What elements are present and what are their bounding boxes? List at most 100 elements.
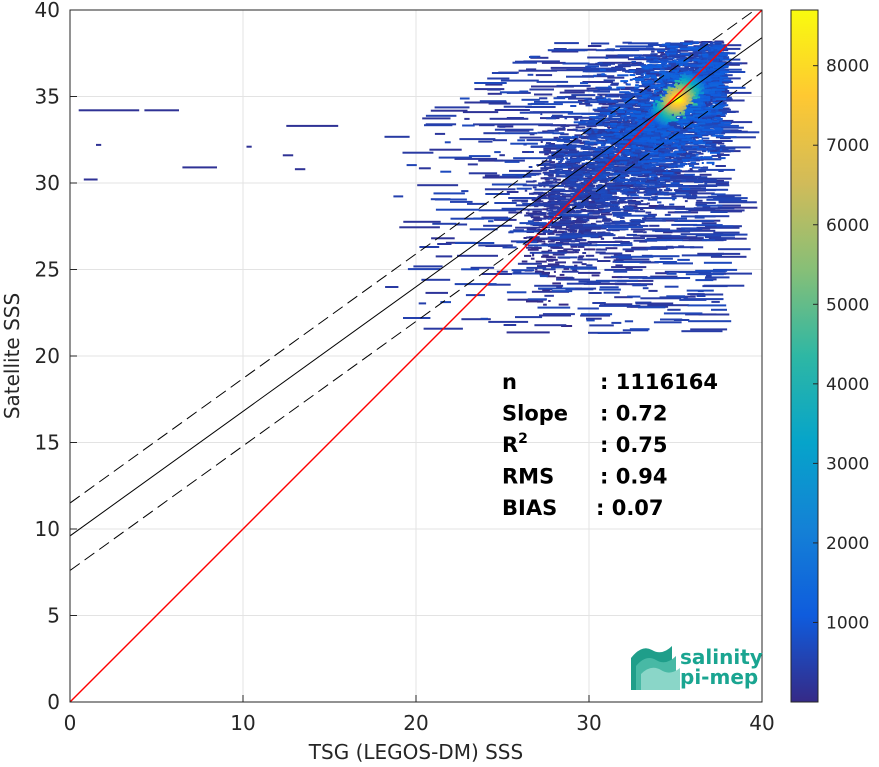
density-cell xyxy=(611,49,640,52)
density-cell xyxy=(630,194,639,197)
density-cell xyxy=(619,113,627,116)
density-cell xyxy=(696,226,740,229)
density-cell xyxy=(670,173,677,176)
density-cell xyxy=(669,142,672,145)
density-cell xyxy=(480,317,488,320)
density-cell xyxy=(709,100,716,103)
density-cell xyxy=(575,239,587,241)
density-cell xyxy=(584,215,593,218)
density-cell xyxy=(603,224,637,227)
density-cell xyxy=(548,300,551,302)
density-cell xyxy=(577,152,588,155)
density-cell xyxy=(701,150,707,153)
density-cell xyxy=(602,132,607,135)
density-cell xyxy=(621,197,633,200)
density-cell xyxy=(527,73,534,76)
density-cell xyxy=(609,122,618,125)
density-cell xyxy=(633,188,639,191)
density-cell xyxy=(547,240,555,243)
density-cell xyxy=(624,166,633,169)
density-cell xyxy=(597,332,620,334)
density-cell xyxy=(616,123,621,126)
density-cell xyxy=(666,157,671,160)
density-cell xyxy=(720,58,732,61)
density-cell xyxy=(630,228,671,231)
density-cell xyxy=(540,194,552,197)
density-cell xyxy=(554,42,579,45)
density-cell xyxy=(581,156,586,159)
density-cell xyxy=(567,229,578,232)
density-cell xyxy=(294,168,306,171)
density-cell xyxy=(584,101,619,104)
density-cell xyxy=(620,96,632,99)
density-cell xyxy=(537,265,565,268)
density-cell xyxy=(595,86,612,89)
density-cell xyxy=(527,220,534,223)
density-cell xyxy=(562,180,571,183)
density-cell xyxy=(644,72,647,75)
density-cell xyxy=(637,306,666,309)
density-cell xyxy=(528,212,537,215)
density-cell xyxy=(710,255,747,258)
density-cell xyxy=(657,181,666,184)
density-cell xyxy=(561,162,575,165)
density-cell xyxy=(575,126,586,129)
density-cell xyxy=(719,149,723,151)
density-cell xyxy=(601,213,613,216)
density-cell xyxy=(542,208,548,211)
density-cell xyxy=(638,102,645,105)
density-cell xyxy=(492,139,507,142)
density-cell xyxy=(585,141,594,144)
density-cell xyxy=(597,231,605,234)
density-cell xyxy=(393,195,404,198)
density-cell xyxy=(663,312,703,315)
density-cell xyxy=(681,330,723,333)
density-cell xyxy=(599,63,611,66)
density-cell xyxy=(513,271,522,274)
density-cell xyxy=(604,115,607,117)
density-cell xyxy=(679,128,684,131)
density-cell xyxy=(645,211,652,214)
density-cell xyxy=(618,163,629,166)
density-cell xyxy=(578,122,587,125)
density-cell xyxy=(639,153,645,156)
density-cell xyxy=(602,158,609,161)
density-cell xyxy=(580,119,584,122)
density-cell xyxy=(662,172,674,175)
density-cell xyxy=(478,209,517,212)
density-cell xyxy=(488,102,511,105)
density-cell xyxy=(459,97,470,100)
density-cell xyxy=(646,97,652,100)
density-cell xyxy=(663,170,702,173)
density-cell xyxy=(572,261,583,264)
density-cell xyxy=(552,246,564,249)
density-cell xyxy=(533,217,542,220)
density-cell xyxy=(647,185,650,187)
density-cell xyxy=(630,209,639,212)
density-cell xyxy=(652,197,677,200)
density-cell xyxy=(629,124,639,127)
density-cell xyxy=(614,282,627,285)
density-cell xyxy=(553,178,561,181)
density-cell xyxy=(617,141,630,144)
density-cell xyxy=(648,177,654,180)
density-cell xyxy=(542,268,556,271)
density-cell xyxy=(682,160,688,162)
density-cell xyxy=(641,73,644,76)
density-cell xyxy=(529,237,567,240)
density-cell xyxy=(607,162,616,165)
density-cell xyxy=(526,266,547,269)
density-cell xyxy=(559,219,570,222)
density-cell xyxy=(717,48,722,51)
density-cell xyxy=(695,45,700,48)
density-cell xyxy=(661,151,665,154)
density-cell xyxy=(557,128,566,131)
density-cell xyxy=(643,190,648,193)
density-cell xyxy=(468,172,498,175)
density-cell xyxy=(666,272,677,275)
density-cell xyxy=(706,57,715,60)
density-cell xyxy=(575,223,584,226)
density-cell xyxy=(702,67,710,70)
density-cell xyxy=(561,166,572,169)
density-cell xyxy=(582,188,590,191)
